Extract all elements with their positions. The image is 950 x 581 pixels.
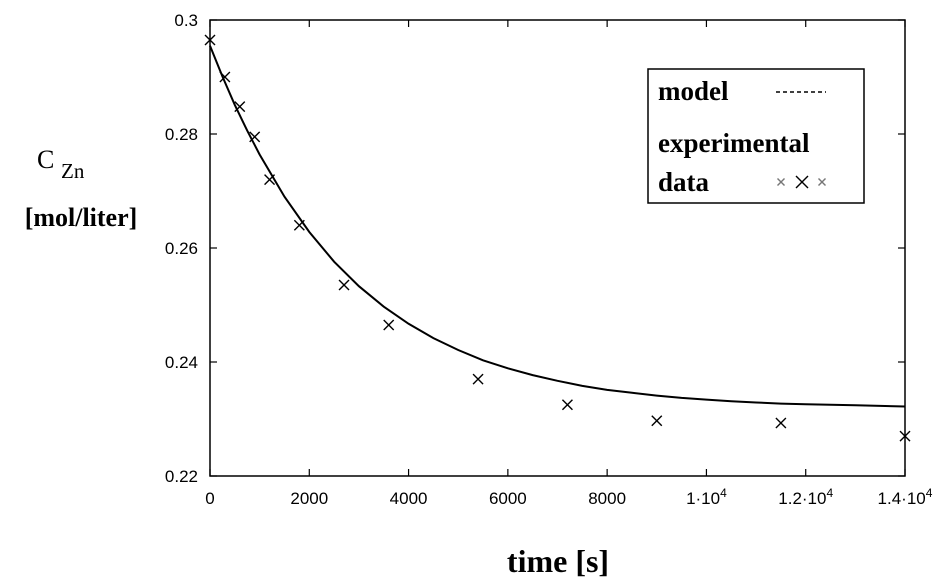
- legend-markers: [777, 175, 826, 189]
- marker-stroke: [234, 101, 246, 113]
- data-point-marker: [204, 34, 216, 46]
- marker-stroke: [249, 131, 261, 143]
- x-tick-label: 2000: [290, 489, 328, 508]
- marker-stroke: [651, 415, 663, 427]
- x-axis-label: time [s]: [507, 543, 609, 579]
- series-line-model: [209, 45, 906, 408]
- y-tick-label: 0.26: [165, 239, 198, 258]
- legend-marker: [795, 175, 809, 189]
- marker-stroke: [899, 430, 911, 442]
- x-tick-label: 8000: [588, 489, 626, 508]
- data-point-marker: [264, 174, 276, 186]
- x-tick-label: 0: [205, 489, 214, 508]
- y-axis-label-symbol: C: [37, 145, 54, 174]
- data-point-marker: [234, 101, 246, 113]
- x-tick-label: 4000: [390, 489, 428, 508]
- x-tick-label: 1·104: [686, 486, 727, 508]
- y-tick-label: 0.24: [165, 353, 198, 372]
- data-point-marker: [651, 415, 663, 427]
- series-layer: [204, 34, 911, 442]
- data-point-marker: [219, 71, 231, 83]
- ticks: 0 2000 4000 6000 8000 1·104 1.2·104 1.4·104 0.22…: [165, 11, 933, 508]
- data-point-marker: [249, 131, 261, 143]
- data-point-marker: [383, 319, 395, 331]
- marker-stroke: [219, 71, 231, 83]
- marker-stroke: [264, 174, 276, 186]
- data-point-marker: [472, 373, 484, 385]
- legend-label-data: data: [658, 167, 710, 197]
- x-tick-label: 1.2·104: [778, 486, 833, 508]
- y-tick-label: 0.22: [165, 467, 198, 486]
- x-tick-exponent: 4: [926, 486, 933, 500]
- marker-stroke: [293, 219, 305, 231]
- x-tick-exponent: 4: [720, 486, 727, 500]
- y-axis-label-unit: [mol/liter]: [25, 203, 138, 232]
- legend-label-experimental: experimental: [658, 128, 810, 158]
- x-tick-label: 6000: [489, 489, 527, 508]
- marker-stroke: [472, 373, 484, 385]
- marker-stroke: [204, 34, 216, 46]
- marker-stroke: [777, 178, 785, 186]
- x-tick-label: 1.4·104: [878, 486, 933, 508]
- marker-stroke: [775, 417, 787, 429]
- y-axis-label-subscript: Zn: [61, 159, 85, 183]
- data-point-marker: [775, 417, 787, 429]
- y-tick-label: 0.3: [174, 11, 198, 30]
- marker-stroke: [338, 279, 350, 291]
- legend-marker: [818, 178, 826, 186]
- marker-stroke: [795, 175, 809, 189]
- marker-stroke: [561, 399, 573, 411]
- data-point-marker: [899, 430, 911, 442]
- legend-label-model: model: [658, 76, 729, 106]
- legend-marker: [777, 178, 785, 186]
- data-point-marker: [293, 219, 305, 231]
- y-tick-label: 0.28: [165, 125, 198, 144]
- legend: model experimental data: [647, 68, 865, 204]
- marker-stroke: [818, 178, 826, 186]
- data-point-marker: [561, 399, 573, 411]
- data-point-marker: [338, 279, 350, 291]
- marker-stroke: [383, 319, 395, 331]
- x-tick-exponent: 4: [826, 486, 833, 500]
- legend-box: [647, 68, 865, 204]
